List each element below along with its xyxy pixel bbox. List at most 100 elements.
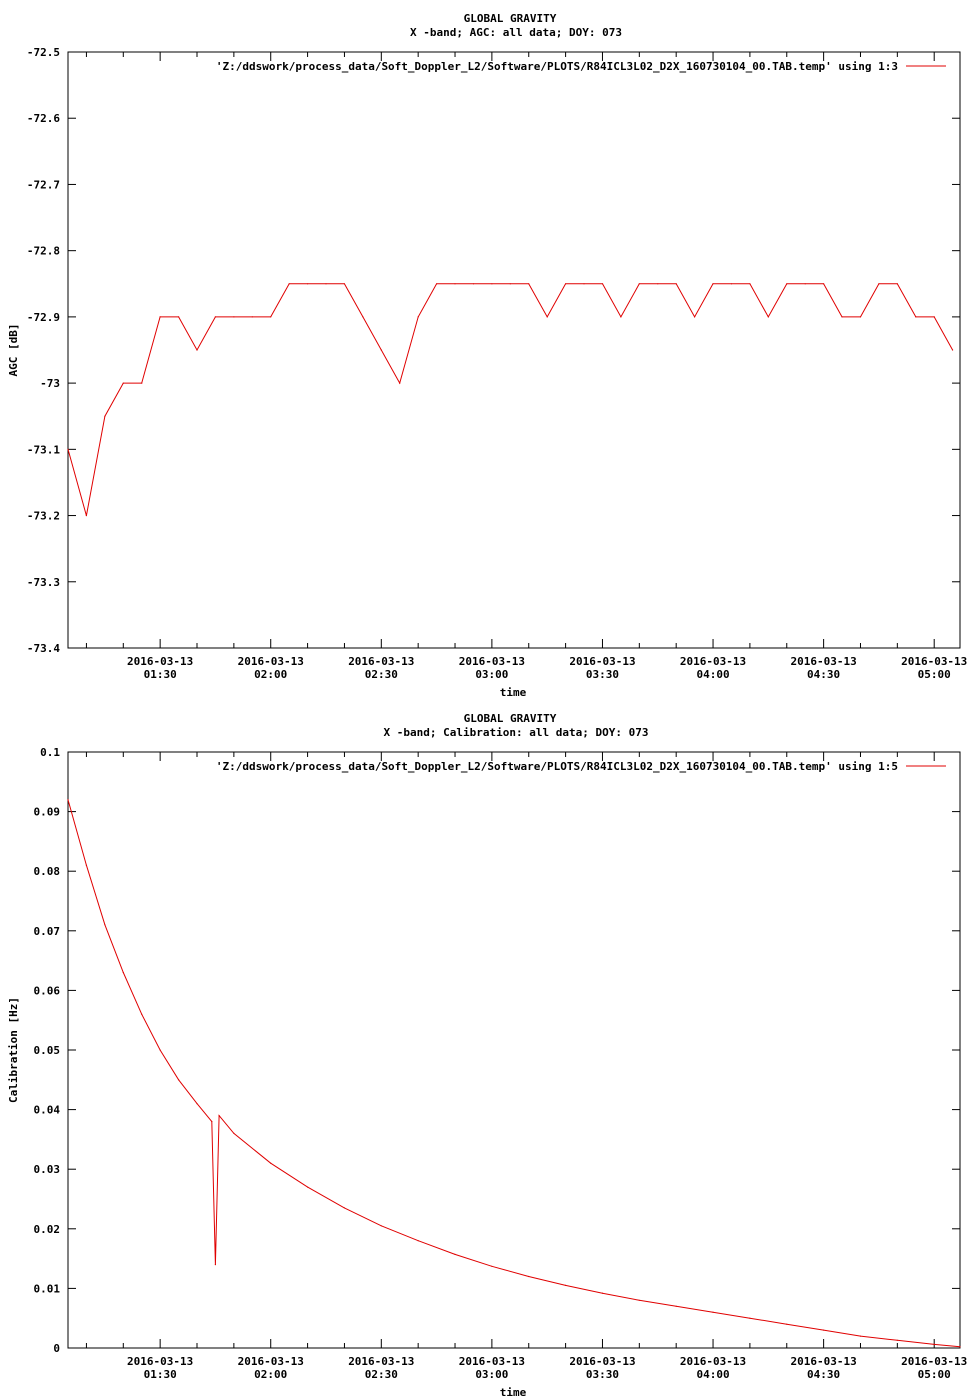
x-tick-time: 05:00: [918, 668, 951, 681]
data-point: [159, 316, 161, 318]
y-tick-label: 0.03: [34, 1163, 61, 1176]
y-tick-label: -73.2: [27, 510, 60, 523]
data-point: [638, 283, 640, 285]
series-lines: [67, 283, 954, 517]
y-tick-label: 0.09: [34, 806, 61, 819]
chart-title: GLOBAL GRAVITY: [464, 712, 557, 725]
x-tick-time: 04:00: [696, 668, 729, 681]
data-point: [933, 316, 935, 318]
x-tick-time: 03:30: [586, 1368, 619, 1381]
y-tick-label: -73.4: [27, 642, 60, 655]
y-axis-label: AGC [dB]: [7, 324, 20, 377]
data-point: [491, 1265, 493, 1267]
data-point: [896, 1339, 898, 1341]
x-tick-date: 2016-03-13: [901, 655, 967, 668]
data-point: [749, 1317, 751, 1319]
data-point: [528, 1275, 530, 1278]
data-point: [104, 924, 106, 926]
x-tick-date: 2016-03-13: [459, 655, 525, 668]
x-tick-date: 2016-03-13: [348, 1355, 414, 1368]
y-axis: -72.5 -72.6 -72.7 -72.8 -72.9 -73 -73.1 -73.2 -7…: [27, 46, 960, 655]
data-point: [804, 283, 806, 285]
data-point: [601, 283, 604, 285]
data-point: [767, 316, 769, 318]
y-tick: -72.6: [27, 112, 960, 125]
x-axis-label: time: [500, 686, 527, 699]
data-point: [620, 316, 622, 318]
data-point: [841, 316, 843, 318]
x-tick-time: 03:00: [475, 668, 508, 681]
data-point: [915, 316, 917, 318]
y-tick: 0.09: [34, 806, 960, 819]
y-tick: -73: [40, 377, 960, 390]
data-point: [878, 283, 880, 285]
calibration-chart: GLOBAL GRAVITY X -band; Calibration: all…: [7, 712, 967, 1399]
data-point: [491, 283, 493, 285]
y-tick: 0.07: [34, 925, 960, 938]
data-point: [786, 1323, 788, 1325]
y-tick: -73.1: [27, 443, 960, 456]
data-point: [694, 316, 696, 318]
x-tick-date: 2016-03-13: [127, 655, 193, 668]
plot-frame: [67, 51, 961, 649]
data-point: [472, 283, 475, 285]
chart-title: GLOBAL GRAVITY: [464, 12, 557, 25]
data-point: [952, 349, 954, 351]
data-point: [270, 316, 272, 318]
data-point: [196, 1103, 198, 1105]
x-tick-date: 2016-03-13: [791, 655, 857, 668]
data-point: [104, 415, 106, 417]
y-tick: 0.04: [34, 1104, 960, 1117]
y-axis-label: Calibration [Hz]: [7, 997, 20, 1103]
data-point: [85, 864, 87, 866]
y-tick-label: 0.1: [40, 746, 60, 759]
data-point: [325, 283, 327, 285]
y-tick-label: 0.06: [34, 984, 61, 997]
y-tick: -72.7: [27, 178, 960, 191]
data-point: [218, 1115, 220, 1117]
data-point: [528, 283, 530, 285]
x-axis: 2016-03-1301:302016-03-1302:002016-03-13…: [85, 52, 967, 681]
data-point: [67, 799, 69, 801]
data-point: [454, 283, 456, 285]
y-tick: -72.8: [27, 245, 960, 258]
y-tick-label: -73.3: [27, 576, 60, 589]
data-point: [141, 382, 143, 384]
legend-entry-label: 'Z:/ddswork/process_data/Soft_Doppler_L2…: [216, 60, 898, 73]
x-tick-date: 2016-03-13: [680, 655, 746, 668]
y-tick-label: -72.6: [27, 112, 60, 125]
x-tick-time: 02:30: [365, 668, 398, 681]
x-tick-date: 2016-03-13: [791, 1355, 857, 1368]
y-tick: -73.4: [27, 642, 960, 655]
series-line: [67, 799, 961, 1348]
y-tick: -73.3: [27, 576, 960, 589]
data-point: [933, 1343, 935, 1345]
data-point: [380, 1225, 382, 1227]
data-point: [565, 1284, 567, 1286]
y-tick-label: -72.8: [27, 245, 60, 258]
y-tick-label: -73.1: [27, 443, 60, 456]
data-point: [546, 316, 548, 318]
data-point: [712, 283, 714, 285]
data-point: [509, 283, 511, 285]
data-point: [399, 382, 401, 384]
data-point: [601, 1292, 604, 1294]
y-tick: 0.1: [40, 746, 960, 759]
agc-chart: GLOBAL GRAVITY X -band; AGC: all data; D…: [7, 12, 967, 699]
data-point: [675, 283, 677, 285]
data-point: [417, 1240, 419, 1242]
data-point: [959, 1346, 961, 1348]
data-point: [417, 316, 419, 318]
chart-subtitle: X -band; AGC: all data; DOY: 073: [410, 26, 622, 39]
data-point: [583, 283, 585, 285]
x-axis-label: time: [500, 1386, 527, 1399]
y-tick-label: 0.07: [34, 925, 61, 938]
x-tick-time: 01:30: [144, 668, 177, 681]
x-tick-date: 2016-03-13: [238, 655, 304, 668]
